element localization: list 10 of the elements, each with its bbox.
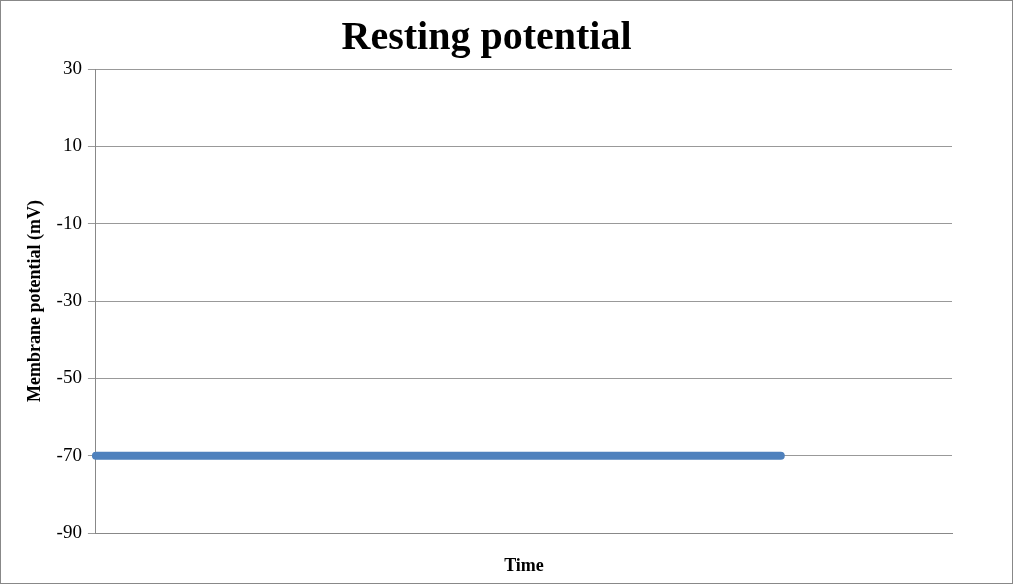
- y-tick-label: -50: [56, 366, 82, 388]
- y-tick-label: -90: [56, 520, 82, 542]
- y-tick-label: -70: [56, 443, 82, 465]
- y-axis-title: Membrane potential (mV): [24, 200, 46, 402]
- x-axis-title: Time: [504, 554, 544, 575]
- y-tick-label: -10: [56, 211, 82, 233]
- y-tick-label: 30: [62, 56, 82, 78]
- y-tick-label: 10: [62, 134, 82, 156]
- y-tick-label: -30: [56, 288, 82, 310]
- chart-title: Resting potential: [341, 13, 632, 59]
